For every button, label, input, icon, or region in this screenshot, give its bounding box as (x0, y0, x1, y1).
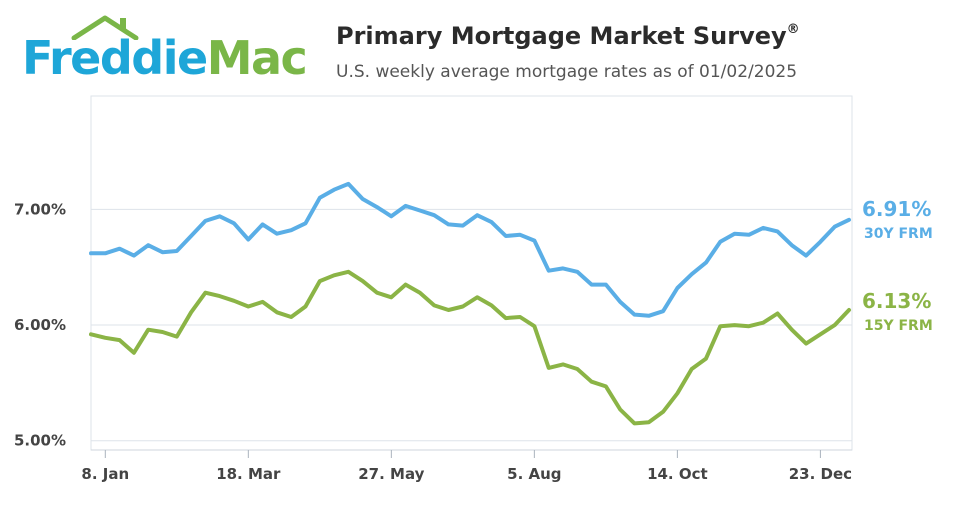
title-text: Primary Mortgage Market Survey (336, 22, 787, 50)
freddie-mac-logo: FreddieMac (22, 12, 312, 84)
logo-word-1: Freddie (22, 31, 208, 85)
x-tick-label: 18. Mar (216, 465, 281, 483)
page-subtitle: U.S. weekly average mortgage rates as of… (336, 62, 798, 82)
logo-word-2: Mac (206, 31, 308, 85)
x-tick-label: 5. Aug (507, 465, 561, 483)
x-tick-label: 8. Jan (81, 465, 129, 483)
page-title: Primary Mortgage Market Survey® (336, 22, 800, 50)
house-roof-icon (71, 15, 139, 40)
plot-frame (90, 95, 853, 451)
registered-mark: ® (786, 22, 800, 37)
x-tick-label: 27. May (358, 465, 424, 483)
end-value-15y: 6.13% (862, 289, 932, 313)
x-tick-label: 23. Dec (789, 465, 852, 483)
y-tick-label: 5.00% (14, 432, 66, 450)
series-label-30y: 30Y FRM (864, 226, 933, 242)
series-line-15y (89, 269, 851, 426)
series-label-15y: 15Y FRM (864, 318, 933, 334)
series-line-30y (89, 181, 851, 318)
x-tick-label: 14. Oct (647, 465, 708, 483)
y-tick-label: 6.00% (14, 316, 66, 334)
end-value-30y: 6.91% (862, 197, 932, 221)
y-tick-label: 7.00% (14, 200, 66, 218)
logo-wordmark: FreddieMac (22, 31, 308, 85)
